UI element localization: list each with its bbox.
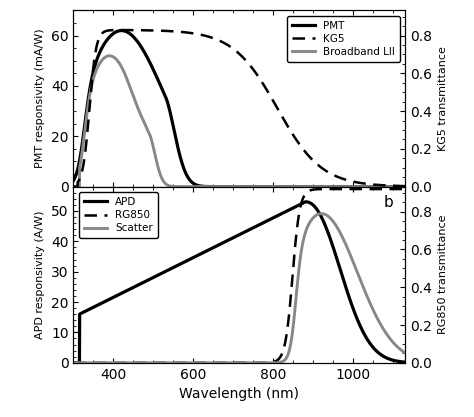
- Legend: PMT, KG5, Broadband LII: PMT, KG5, Broadband LII: [286, 15, 400, 62]
- Y-axis label: PMT responsivity (mA/W): PMT responsivity (mA/W): [36, 29, 46, 168]
- Text: a: a: [384, 19, 393, 34]
- Y-axis label: KG5 transmittance: KG5 transmittance: [438, 46, 447, 151]
- Y-axis label: APD responsivity (A/W): APD responsivity (A/W): [36, 211, 46, 339]
- X-axis label: Wavelength (nm): Wavelength (nm): [179, 387, 300, 401]
- Text: b: b: [384, 196, 393, 211]
- Y-axis label: RG850 transmittance: RG850 transmittance: [438, 215, 447, 334]
- Legend: APD, RG850, Scatter: APD, RG850, Scatter: [79, 192, 158, 239]
